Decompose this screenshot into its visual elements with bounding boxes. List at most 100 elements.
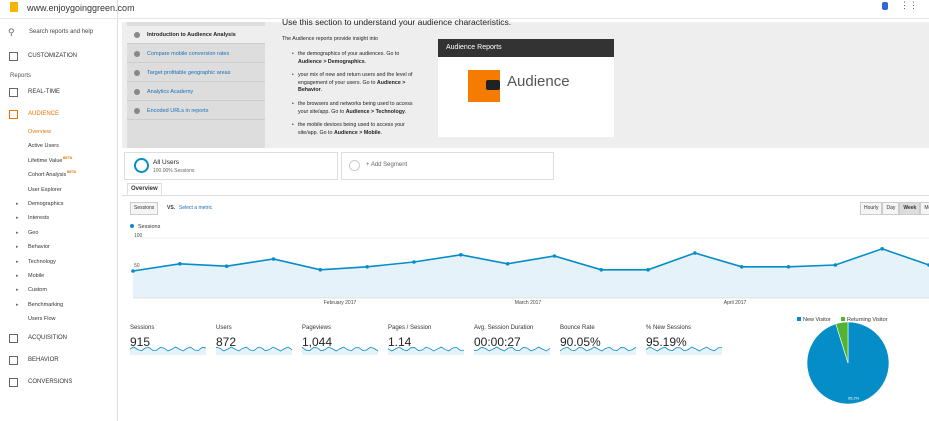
beta-badge: BETA	[67, 170, 77, 175]
metric-value: 90.05%	[560, 335, 601, 349]
legend-dot	[130, 224, 134, 228]
nav-item[interactable]: AUDIENCE	[28, 111, 60, 117]
nav-item[interactable]: Geo	[28, 229, 39, 236]
point	[458, 253, 463, 257]
bullet-text: your mix of new and return users and the…	[298, 72, 413, 86]
bullet-text: the demographics of your audiences. Go t…	[298, 51, 400, 57]
sparkline	[559, 346, 637, 352]
sparkline	[473, 346, 551, 352]
period-button[interactable]: Day	[882, 202, 900, 215]
video-bar	[438, 39, 614, 57]
point	[646, 268, 650, 272]
nav-icon	[9, 88, 18, 97]
segment-all-users[interactable]	[124, 152, 338, 180]
metric-value: 1,044	[302, 335, 333, 349]
nav-item[interactable]: CONVERSIONS	[28, 378, 73, 385]
nav-icon	[9, 355, 18, 365]
line	[132, 247, 929, 272]
nav-item[interactable]: Active Users	[28, 143, 59, 150]
area	[133, 248, 929, 298]
period-button[interactable]: Week	[899, 202, 921, 215]
tutorial-bullet: the demographics of your audiences. Go t…	[298, 51, 423, 66]
metric-label: Avg. Session Duration	[474, 325, 534, 331]
sparkline-area	[560, 347, 636, 355]
tutorial-item[interactable]: Target profitable geographic areas	[127, 64, 265, 82]
nav-item[interactable]: Users Flow	[28, 316, 56, 323]
nav-item[interactable]: Custom	[28, 287, 47, 294]
metric-label: Pageviews	[302, 325, 332, 331]
tutorial-intro: The Audience reports provide insight int…	[282, 36, 378, 42]
point	[131, 269, 135, 273]
expand-arrow: ▸	[16, 215, 19, 222]
sparkline	[645, 346, 723, 352]
nav-item[interactable]: Cohort Analysis	[28, 172, 67, 179]
metric-label: % New Sessions	[646, 325, 692, 331]
nav-item[interactable]: BEHAVIOR	[28, 356, 59, 363]
nav-item[interactable]: Technology	[28, 258, 56, 265]
bullet-text: .	[320, 87, 323, 93]
metric-select[interactable]: Sessions	[130, 202, 159, 215]
beta-badge: BETA	[63, 155, 73, 160]
metric-label: Users	[216, 325, 232, 331]
y-tick-label: 50	[134, 263, 140, 269]
logo	[10, 2, 18, 12]
nav-item[interactable]: Behavior	[28, 244, 50, 251]
tab[interactable]: Overview	[127, 183, 162, 195]
nav-item[interactable]: User Explorer	[28, 186, 62, 193]
bullet-link: Audience > Mobile	[333, 129, 381, 136]
segment-sub: 100.00% Sessions	[153, 168, 195, 174]
add-segment[interactable]: + Add Segment	[366, 162, 408, 168]
tutorial-item[interactable]: Introduction to Audience Analysis	[127, 26, 265, 44]
period-button[interactable]: Hourly	[860, 202, 883, 215]
nav-item[interactable]: Lifetime Value	[28, 157, 63, 164]
nav-item[interactable]: Demographics	[28, 201, 64, 207]
legend-swatch	[841, 317, 845, 321]
add-segment-box[interactable]	[341, 152, 554, 180]
point	[412, 260, 416, 264]
select-metric[interactable]: Select a metric	[179, 205, 213, 211]
nav-item[interactable]: Interests	[28, 215, 50, 222]
metric-label: Sessions	[130, 325, 155, 331]
tutorial-heading: Use this section to understand your audi…	[282, 17, 512, 27]
point	[505, 262, 510, 266]
sparkline	[301, 346, 379, 352]
tutorial-item[interactable]: Encoded URLs in reports	[127, 102, 265, 120]
nav-item[interactable]: REAL-TIME	[28, 89, 61, 95]
segment-label: All Users	[153, 159, 180, 166]
metric-value: 95.19%	[646, 335, 687, 349]
tutorial-bullet: your mix of new and return users and the…	[298, 72, 423, 95]
metric-label: Bounce Rate	[560, 325, 595, 331]
search-icon: ⚲	[8, 27, 15, 37]
tutorial-item[interactable]: Analytics Academy	[127, 83, 265, 101]
apps-icon[interactable]: ⋮⋮	[900, 0, 918, 10]
x-label: March 2017	[515, 300, 542, 306]
point	[693, 251, 697, 255]
segment-circle	[134, 158, 149, 173]
nav-item[interactable]: Benchmarking	[28, 301, 64, 308]
expand-arrow: ▸	[16, 229, 19, 236]
tutorial-num	[134, 108, 140, 114]
notification-icon[interactable]	[882, 2, 888, 10]
metric-label: Pages / Session	[388, 325, 432, 331]
bullet-dot: •	[292, 122, 294, 128]
point	[599, 268, 604, 272]
y-tick-label: 100	[134, 233, 143, 239]
nav-item[interactable]: Reports	[10, 73, 32, 79]
nav-item[interactable]: Overview	[28, 129, 51, 135]
nav-item[interactable]: CUSTOMIZATION	[28, 53, 78, 59]
site-name[interactable]: www.enjoygoinggreen.com	[27, 3, 135, 13]
nav-item[interactable]: Mobile	[28, 273, 45, 279]
sparkline	[387, 346, 465, 352]
expand-arrow: ▸	[16, 201, 19, 207]
x-label: April 2017	[724, 300, 747, 306]
tutorial-item[interactable]: Compare mobile conversion rates	[127, 45, 265, 63]
bullet-text: the mobile devices being used to access …	[298, 122, 405, 136]
nav-item[interactable]: ACQUISITION	[28, 334, 68, 341]
play-button[interactable]	[486, 80, 500, 90]
bullet-link: Audience > Behavior	[298, 79, 406, 94]
nav-icon	[9, 110, 18, 119]
search[interactable]: Search reports and help	[29, 29, 94, 35]
x-label: February 2017	[324, 300, 357, 306]
nav-icon	[9, 333, 18, 343]
period-button[interactable]: Mon	[920, 202, 929, 215]
